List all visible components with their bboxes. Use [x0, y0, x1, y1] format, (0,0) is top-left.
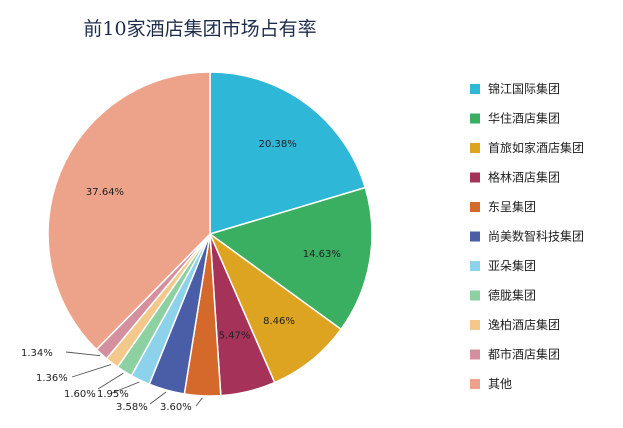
legend: 锦江国际集团华住酒店集团首旅如家酒店集团格林酒店集团东呈集团尚美数智科技集团亚朵… [470, 81, 584, 391]
legend-label-10: 都市酒店集团 [488, 347, 560, 362]
leader-line-5 [195, 397, 203, 407]
slice-3 [208, 231, 343, 384]
legend-label-5: 东呈集团 [488, 199, 536, 214]
leader-line-10 [65, 351, 101, 357]
legend-label-4: 格林酒店集团 [488, 170, 560, 185]
legend-swatch-8 [470, 290, 480, 301]
data-label-9: 1.36% [36, 373, 68, 384]
legend-swatch-1 [470, 84, 480, 94]
slice-2 [208, 186, 373, 331]
legend-swatch-10 [470, 349, 480, 360]
legend-swatch-11 [470, 379, 480, 389]
data-label-6: 3.58% [116, 402, 148, 413]
legend-swatch-9 [470, 320, 480, 330]
leader-line-7 [111, 381, 140, 394]
data-label-10: 1.34% [21, 348, 53, 359]
legend-label-2: 华住酒店集团 [488, 111, 560, 126]
leader-line-9 [71, 364, 111, 378]
legend-label-8: 德胧集团 [488, 288, 536, 303]
data-labels: 20.38% 14.63% 8.46% 5.47% 37.64% 3.60% 3.58% 1.… [21, 139, 341, 413]
legend-label-1: 锦江国际集团 [488, 81, 560, 96]
legend-swatch-4 [470, 172, 480, 183]
legend-label-9: 逸柏酒店集团 [488, 317, 560, 332]
legend-swatch-2 [470, 113, 480, 124]
slice-11 [47, 71, 211, 351]
legend-swatch-7 [470, 261, 480, 271]
data-label-1: 20.38% [259, 139, 297, 150]
legend-swatch-5 [470, 202, 480, 212]
data-label-5: 3.60% [160, 402, 192, 413]
data-label-8: 1.60% [64, 389, 96, 400]
data-label-11: 37.64% [86, 187, 124, 198]
legend-label-6: 尚美数智科技集团 [488, 229, 584, 244]
data-label-2: 14.63% [303, 249, 341, 260]
legend-label-7: 亚朵集团 [488, 258, 536, 273]
leader-lines [65, 351, 203, 407]
legend-swatch-6 [470, 231, 480, 242]
legend-swatch-3 [470, 143, 480, 153]
data-label-4: 5.47% [219, 331, 251, 342]
chart-title: 前10家酒店集团市场占有率 [83, 18, 316, 40]
data-label-7: 1.95% [97, 389, 129, 400]
pie-slices [47, 71, 373, 397]
leader-line-8 [97, 372, 124, 390]
data-label-3: 8.46% [263, 316, 295, 327]
leader-line-6 [149, 391, 167, 405]
slice-1 [209, 71, 367, 236]
legend-label-3: 首旅如家酒店集团 [488, 140, 584, 155]
legend-label-11: 其他 [488, 377, 512, 391]
